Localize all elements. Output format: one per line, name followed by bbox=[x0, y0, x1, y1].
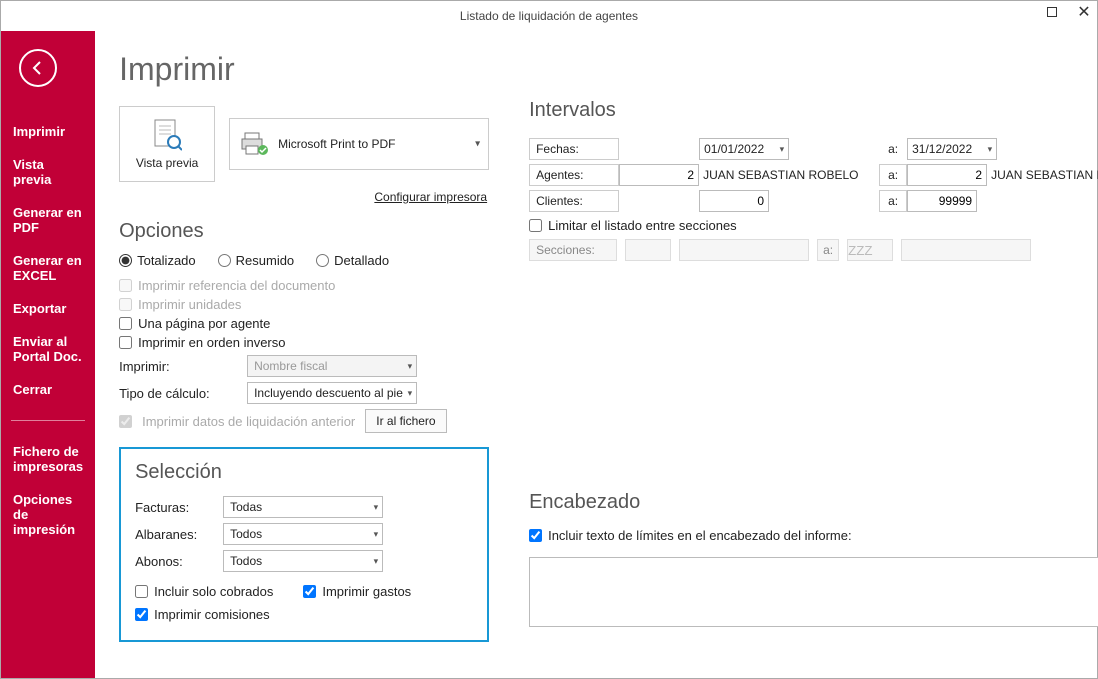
agente-hasta-num[interactable] bbox=[907, 164, 987, 186]
page-heading: Imprimir bbox=[119, 51, 489, 88]
sidebar-divider bbox=[11, 420, 85, 421]
abonos-select[interactable]: Todos▾ bbox=[223, 550, 383, 572]
datos-liq-label: Imprimir datos de liquidación anterior bbox=[142, 414, 355, 429]
window-title: Listado de liquidación de agentes bbox=[460, 9, 638, 23]
imprimir-label: Imprimir: bbox=[119, 359, 239, 374]
encabezado-heading: Encabezado bbox=[529, 491, 1098, 514]
sidebar-item-imprimir[interactable]: Imprimir bbox=[1, 115, 95, 148]
radio-totalizado[interactable]: Totalizado bbox=[119, 253, 196, 268]
facturas-select[interactable]: Todas▾ bbox=[223, 496, 383, 518]
cliente-hasta-input[interactable] bbox=[907, 190, 977, 212]
chk-solo-cobrados[interactable]: Incluir solo cobrados bbox=[135, 584, 273, 599]
vista-previa-button[interactable]: Vista previa bbox=[119, 106, 215, 182]
vista-previa-label: Vista previa bbox=[136, 156, 198, 170]
page-preview-icon bbox=[152, 118, 182, 152]
fecha-hasta-input[interactable]: 31/12/2022▾ bbox=[907, 138, 997, 160]
maximize-button[interactable] bbox=[1045, 5, 1059, 19]
printer-name: Microsoft Print to PDF bbox=[278, 137, 395, 151]
sidebar-item-generar-pdf[interactable]: Generar en PDF bbox=[1, 196, 95, 244]
sidebar-item-cerrar[interactable]: Cerrar bbox=[1, 373, 95, 406]
sidebar-item-exportar[interactable]: Exportar bbox=[1, 292, 95, 325]
back-button[interactable] bbox=[19, 49, 57, 87]
title-bar: Listado de liquidación de agentes ✕ bbox=[1, 1, 1097, 31]
printer-icon bbox=[240, 132, 268, 156]
a-label: a: bbox=[879, 142, 907, 156]
seccion-desde-code bbox=[625, 239, 671, 261]
seleccion-panel: Selección Facturas: Todas▾ Albaranes: Todo… bbox=[119, 447, 489, 642]
sidebar: Imprimir Vista previa Generar en PDF Gen… bbox=[1, 31, 95, 678]
fecha-desde-input[interactable]: 01/01/2022▾ bbox=[699, 138, 789, 160]
imprimir-select: Nombre fiscal▾ bbox=[247, 355, 417, 377]
configurar-impresora-link[interactable]: Configurar impresora bbox=[119, 190, 487, 204]
secciones-label: Secciones: bbox=[529, 239, 617, 261]
radio-resumido[interactable]: Resumido bbox=[218, 253, 295, 268]
agente-hasta-name: JUAN SEBASTIAN ROBELO bbox=[987, 168, 1098, 182]
radio-detallado[interactable]: Detallado bbox=[316, 253, 389, 268]
chk-orden-inverso[interactable]: Imprimir en orden inverso bbox=[119, 335, 489, 350]
seccion-hasta-name bbox=[901, 239, 1031, 261]
cliente-desde-input[interactable] bbox=[699, 190, 769, 212]
chk-ref-doc: Imprimir referencia del documento bbox=[119, 278, 489, 293]
chk-pagina-agente[interactable]: Una página por agente bbox=[119, 316, 489, 331]
agente-desde-name: JUAN SEBASTIAN ROBELO bbox=[699, 168, 879, 182]
sidebar-item-vista-previa[interactable]: Vista previa bbox=[1, 148, 95, 196]
a-label-3: a: bbox=[879, 190, 907, 212]
abonos-label: Abonos: bbox=[135, 554, 215, 569]
albaranes-select[interactable]: Todos▾ bbox=[223, 523, 383, 545]
chk-limitar-secciones[interactable]: Limitar el listado entre secciones bbox=[529, 218, 1098, 233]
encabezado-textarea[interactable] bbox=[529, 557, 1098, 627]
chk-imprimir-comisiones[interactable]: Imprimir comisiones bbox=[135, 607, 473, 622]
seccion-desde-name bbox=[679, 239, 809, 261]
a-label-4: a: bbox=[817, 239, 839, 261]
intervalos-heading: Intervalos bbox=[529, 99, 1098, 122]
clientes-label[interactable]: Clientes: bbox=[529, 190, 619, 212]
seleccion-heading: Selección bbox=[135, 461, 473, 484]
agente-desde-num[interactable] bbox=[619, 164, 699, 186]
chk-imprimir-gastos[interactable]: Imprimir gastos bbox=[303, 584, 411, 599]
a-label-2: a: bbox=[879, 164, 907, 186]
dropdown-arrow-icon: ▾ bbox=[475, 139, 480, 150]
sidebar-item-generar-excel[interactable]: Generar en EXCEL bbox=[1, 244, 95, 292]
sidebar-item-enviar-portal[interactable]: Enviar al Portal Doc. bbox=[1, 325, 95, 373]
ir-al-fichero-button[interactable]: Ir al fichero bbox=[365, 409, 446, 433]
facturas-label: Facturas: bbox=[135, 500, 215, 515]
close-button[interactable]: ✕ bbox=[1077, 5, 1091, 19]
agentes-label[interactable]: Agentes: bbox=[529, 164, 619, 186]
opciones-heading: Opciones bbox=[119, 220, 489, 243]
chk-incluir-texto-limites[interactable]: Incluir texto de límites en el encabezad… bbox=[529, 528, 1098, 543]
tipo-calculo-select[interactable]: Incluyendo descuento al pie▾ bbox=[247, 382, 417, 404]
seccion-hasta-code bbox=[847, 239, 893, 261]
sidebar-item-fichero-impresoras[interactable]: Fichero de impresoras bbox=[1, 435, 95, 483]
chk-datos-liquidacion bbox=[119, 415, 132, 428]
tipo-calculo-label: Tipo de cálculo: bbox=[119, 386, 239, 401]
fechas-label[interactable]: Fechas: bbox=[529, 138, 619, 160]
chk-unidades: Imprimir unidades bbox=[119, 297, 489, 312]
albaranes-label: Albaranes: bbox=[135, 527, 215, 542]
printer-select[interactable]: Microsoft Print to PDF ▾ bbox=[229, 118, 489, 170]
sidebar-item-opciones-impresion[interactable]: Opciones de impresión bbox=[1, 483, 95, 546]
